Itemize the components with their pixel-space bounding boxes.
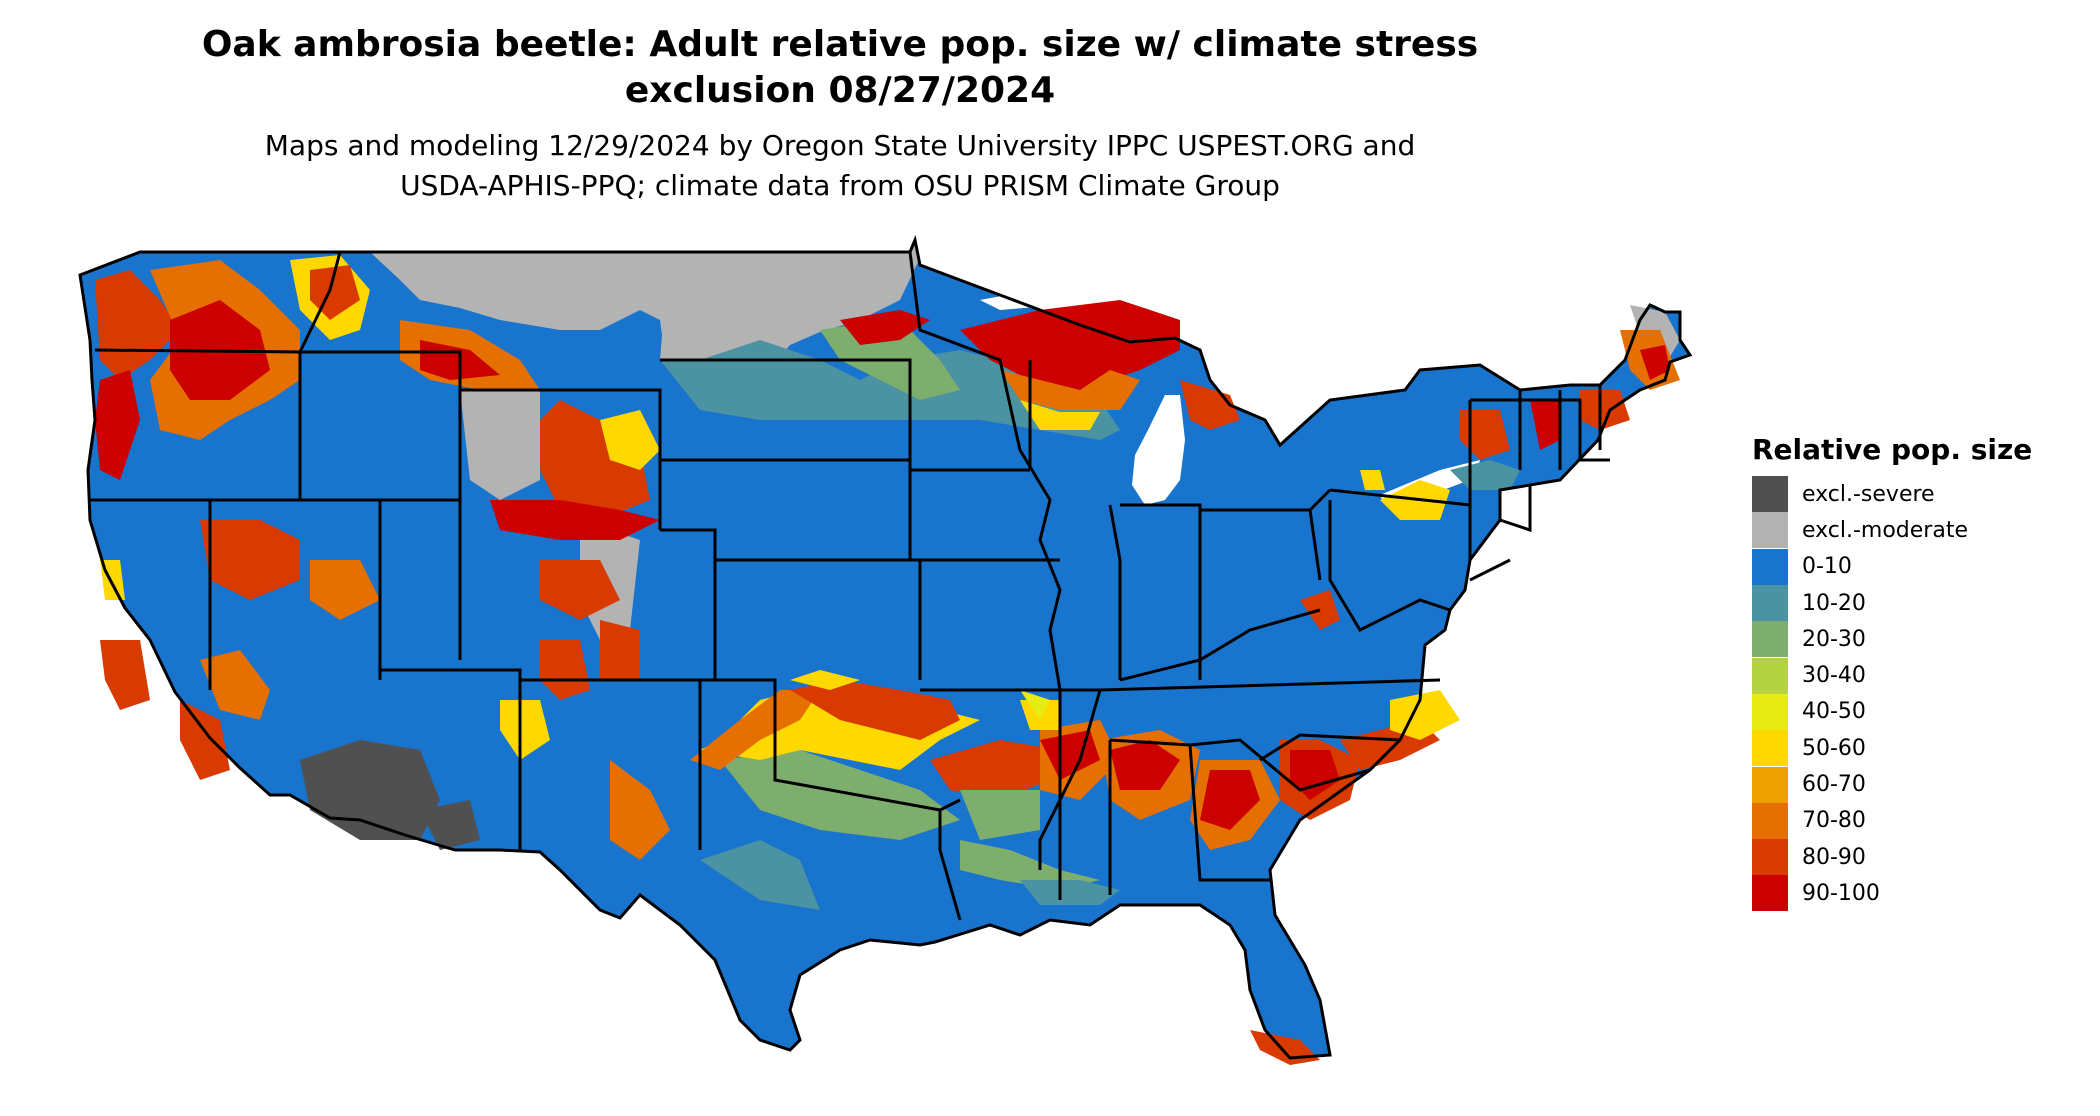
legend-swatch [1752, 585, 1788, 622]
map-title-line2: exclusion 08/27/2024 [624, 70, 1056, 111]
legend-item: excl.-moderate [1752, 512, 2092, 549]
map-subtitle: Maps and modeling 12/29/2024 by Oregon S… [200, 126, 1480, 206]
legend-swatch [1752, 476, 1788, 513]
legend-item: 20-30 [1752, 621, 2092, 658]
legend-item: 50-60 [1752, 730, 2092, 767]
legend-label: 60-70 [1802, 772, 1866, 798]
legend-label: 90-100 [1802, 880, 1880, 906]
legend-label: 0-10 [1802, 554, 1852, 580]
state-boundaries [78, 234, 1693, 1060]
legend-item: 30-40 [1752, 657, 2092, 694]
legend-swatch [1752, 548, 1788, 585]
legend-item: excl.-severe [1752, 476, 2092, 513]
legend-item: 10-20 [1752, 585, 2092, 622]
map-title: Oak ambrosia beetle: Adult relative pop.… [200, 22, 1480, 114]
legend-swatch [1752, 512, 1788, 549]
legend-swatch [1752, 766, 1788, 803]
legend-swatch [1752, 875, 1788, 912]
legend-swatch [1752, 730, 1788, 767]
legend-items: excl.-severe excl.-moderate 0-10 10-20 2… [1752, 476, 2092, 912]
legend-item: 80-90 [1752, 839, 2092, 876]
legend-label: excl.-moderate [1802, 517, 1968, 543]
legend-swatch [1752, 657, 1788, 694]
legend-label: 10-20 [1802, 590, 1866, 616]
legend-item: 60-70 [1752, 766, 2092, 803]
map-title-line1: Oak ambrosia beetle: Adult relative pop.… [201, 24, 1479, 65]
legend-swatch [1752, 839, 1788, 876]
legend-label: 80-90 [1802, 844, 1866, 870]
legend-label: excl.-severe [1802, 481, 1935, 507]
legend-swatch [1752, 621, 1788, 658]
legend-item: 90-100 [1752, 875, 2092, 912]
lake-michigan [1132, 395, 1185, 505]
legend-label: 20-30 [1802, 626, 1866, 652]
legend-label: 30-40 [1802, 663, 1866, 689]
legend-label: 40-50 [1802, 699, 1866, 725]
legend-item: 70-80 [1752, 802, 2092, 839]
map-subtitle-line1: Maps and modeling 12/29/2024 by Oregon S… [264, 129, 1416, 162]
legend: Relative pop. size excl.-severe excl.-mo… [1752, 432, 2092, 912]
legend-label: 70-80 [1802, 808, 1866, 834]
legend-swatch [1752, 802, 1788, 839]
legend-title: Relative pop. size [1752, 433, 2033, 466]
legend-swatch [1752, 693, 1788, 730]
map-subtitle-line2: USDA-APHIS-PPQ; climate data from OSU PR… [400, 169, 1280, 202]
legend-label: 50-60 [1802, 735, 1866, 761]
lake-superior [980, 285, 1120, 310]
legend-item: 0-10 [1752, 548, 2092, 585]
legend-item: 40-50 [1752, 693, 2092, 730]
